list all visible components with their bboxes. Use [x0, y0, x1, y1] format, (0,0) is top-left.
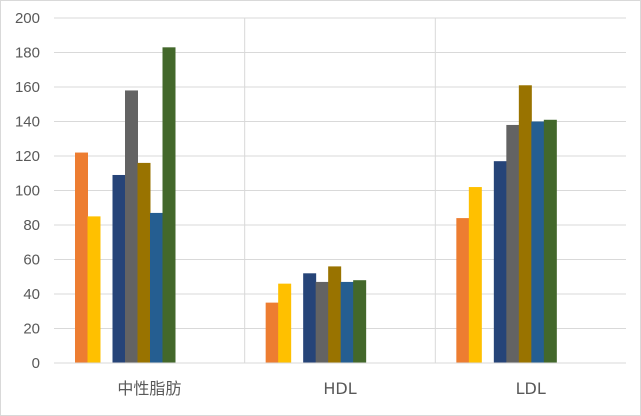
bar [265, 302, 279, 363]
y-tick-label: 180 [15, 45, 40, 62]
bar [468, 187, 482, 363]
bar [112, 174, 126, 363]
x-category-label: LDL [516, 379, 546, 398]
y-tick-label: 160 [15, 79, 40, 96]
bar [87, 216, 101, 363]
y-tick-label: 60 [23, 252, 40, 269]
bar [531, 121, 545, 363]
y-tick-label: 80 [23, 217, 40, 234]
bar [493, 161, 507, 363]
bar [518, 85, 532, 364]
y-tick-label: 40 [23, 286, 40, 303]
bar [75, 152, 88, 363]
bar [315, 281, 329, 363]
x-axis-categories: 中性脂肪 HDL LDL [117, 379, 545, 398]
bar [456, 218, 470, 363]
bar [543, 119, 557, 364]
x-category-label: HDL [323, 379, 356, 398]
y-tick-label: 20 [23, 321, 40, 338]
bar [278, 283, 292, 363]
x-category-label: 中性脂肪 [117, 379, 181, 398]
bar [340, 281, 354, 363]
y-tick-label: 120 [15, 148, 40, 165]
bar [353, 280, 367, 363]
bar [150, 212, 163, 363]
bar [506, 124, 520, 363]
bar [137, 162, 151, 363]
y-tick-label: 0 [32, 355, 40, 372]
bar [125, 90, 138, 363]
y-axis-ticks: 0 20 40 60 80 100 120 140 160 180 200 [15, 10, 40, 372]
bar [162, 47, 176, 363]
bar [328, 266, 342, 363]
bars [75, 47, 557, 364]
bar [303, 273, 317, 363]
y-tick-label: 200 [15, 10, 40, 27]
y-tick-label: 100 [15, 183, 40, 200]
y-tick-label: 140 [15, 114, 40, 131]
